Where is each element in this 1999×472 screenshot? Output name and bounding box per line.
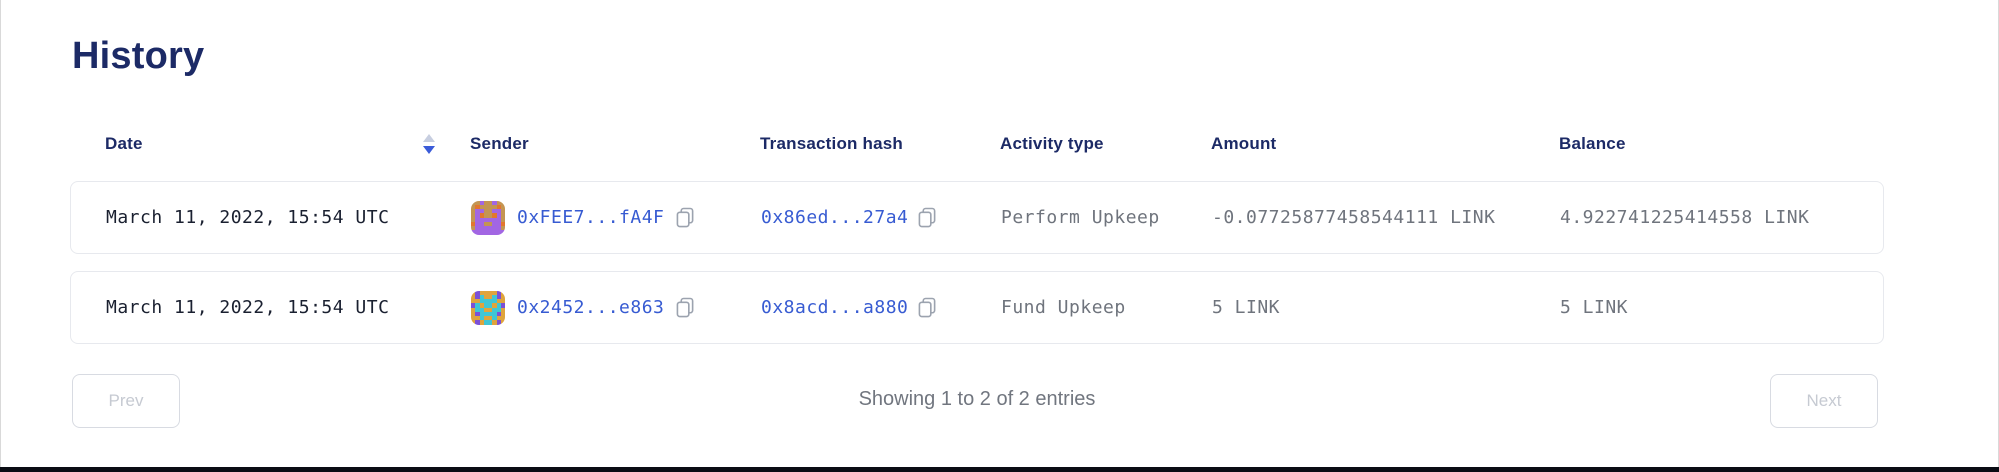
tx-hash-cell: 0x8acd...a880: [761, 297, 1001, 319]
copy-icon[interactable]: [676, 297, 695, 319]
balance-cell: 5 LINK: [1560, 297, 1629, 318]
amount-cell: 5 LINK: [1212, 297, 1281, 318]
column-header-date[interactable]: Date: [70, 134, 470, 154]
activity-type-cell: Fund Upkeep: [1001, 297, 1126, 318]
tx-hash-cell: 0x86ed...27a4: [761, 207, 1001, 229]
column-header-activity-type: Activity type: [1000, 134, 1104, 153]
column-header-amount: Amount: [1211, 134, 1277, 153]
sender-identicon-avatar: [471, 290, 505, 325]
page-left-border: [0, 0, 1, 472]
tx-hash-link[interactable]: 0x8acd...a880: [761, 297, 909, 318]
sender-cell: 0x2452...e863: [471, 290, 761, 325]
page-title: History: [72, 35, 205, 78]
copy-icon[interactable]: [676, 207, 695, 229]
bottom-divider-bar: [0, 467, 1999, 472]
next-button[interactable]: Next: [1770, 374, 1878, 428]
column-header-balance: Balance: [1559, 134, 1626, 153]
column-header-tx-hash: Transaction hash: [760, 134, 904, 153]
date-cell: March 11, 2022, 15:54 UTC: [106, 297, 390, 318]
sender-address-link[interactable]: 0xFEE7...fA4F: [517, 207, 665, 228]
balance-cell: 4.922741225414558 LINK: [1560, 207, 1810, 228]
table-row: March 11, 2022, 15:54 UTC 0x2452...e863 …: [70, 271, 1884, 344]
sender-identicon-avatar: [471, 200, 505, 235]
sender-address-link[interactable]: 0x2452...e863: [517, 297, 665, 318]
date-cell: March 11, 2022, 15:54 UTC: [106, 207, 390, 228]
copy-icon[interactable]: [918, 297, 937, 319]
sort-desc-icon[interactable]: [423, 134, 435, 154]
column-header-date-label: Date: [105, 134, 143, 153]
copy-icon[interactable]: [918, 207, 937, 229]
activity-type-cell: Perform Upkeep: [1001, 207, 1160, 228]
prev-button[interactable]: Prev: [72, 374, 180, 428]
pagination-summary: Showing 1 to 2 of 2 entries: [858, 388, 1096, 410]
column-header-sender: Sender: [470, 134, 529, 153]
table-row: March 11, 2022, 15:54 UTC 0xFEE7...fA4F …: [70, 181, 1884, 254]
amount-cell: -0.07725877458544111 LINK: [1212, 207, 1496, 228]
history-table-header: Date Sender Transaction hash Activity ty…: [70, 126, 1884, 162]
tx-hash-link[interactable]: 0x86ed...27a4: [761, 207, 909, 228]
sender-cell: 0xFEE7...fA4F: [471, 200, 761, 235]
